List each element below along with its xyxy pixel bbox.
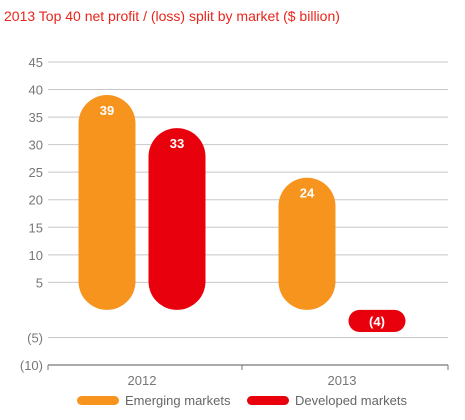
x-tick-label: 2012 — [128, 373, 157, 388]
chart-title: 2013 Top 40 net profit / (loss) split by… — [4, 8, 340, 24]
bar — [348, 309, 406, 332]
legend-item-emerging-markets[interactable]: Emerging markets — [77, 390, 230, 410]
y-tick-label: 10 — [29, 248, 43, 263]
y-axis-ticks: 45 40 35 30 25 20 15 10 5 (5) (10) — [20, 55, 43, 373]
y-tick-label: (5) — [27, 330, 43, 345]
data-labels: 39 24 33 (4) — [100, 103, 385, 329]
y-tick-label: 20 — [29, 193, 43, 208]
bar-chart: 45 40 35 30 25 20 15 10 5 (5) (10) 2012 2013 39 24 33… — [20, 55, 449, 388]
x-axis: 2012 2013 — [47, 365, 449, 388]
y-tick-label: 40 — [29, 83, 43, 98]
legend-label-developed: Developed markets — [295, 392, 407, 408]
y-tick-label: 35 — [29, 110, 43, 125]
legend: Emerging markets Developed markets — [0, 390, 465, 412]
legend-swatch-developed — [247, 395, 289, 405]
y-tick-label: 5 — [36, 275, 43, 290]
legend-item-developed-markets[interactable]: Developed markets — [247, 390, 407, 410]
y-tick-label: 25 — [29, 165, 43, 180]
x-tick-label: 2013 — [328, 373, 357, 388]
legend-swatch-emerging — [77, 395, 119, 405]
data-label: 39 — [100, 103, 114, 118]
bar — [148, 128, 206, 310]
data-label: (4) — [369, 314, 385, 329]
legend-label-emerging: Emerging markets — [125, 392, 231, 408]
y-tick-label: 15 — [29, 220, 43, 235]
y-tick-label: 45 — [29, 55, 43, 70]
data-label: 24 — [300, 186, 315, 201]
bar — [78, 95, 136, 310]
y-tick-label: (10) — [20, 358, 43, 373]
y-tick-label: 30 — [29, 138, 43, 153]
bar — [278, 177, 336, 310]
bars — [78, 95, 406, 332]
data-label: 33 — [170, 136, 184, 151]
